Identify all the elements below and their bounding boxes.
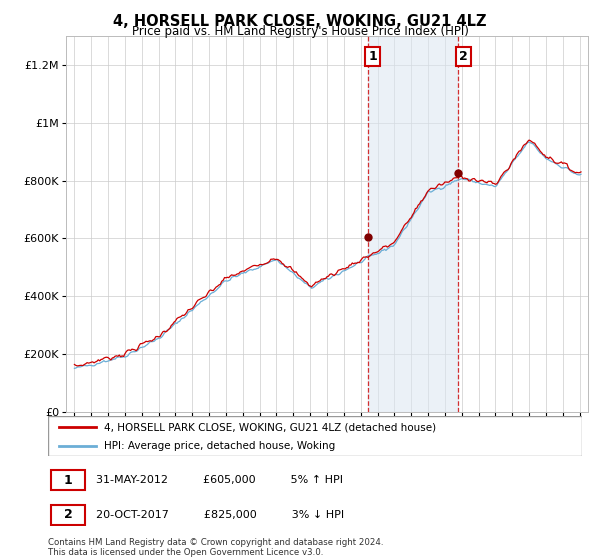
Bar	[50, 505, 85, 525]
Text: 4, HORSELL PARK CLOSE, WOKING, GU21 4LZ: 4, HORSELL PARK CLOSE, WOKING, GU21 4LZ	[113, 14, 487, 29]
Text: 31-MAY-2012          £605,000          5% ↑ HPI: 31-MAY-2012 £605,000 5% ↑ HPI	[96, 475, 343, 485]
Text: HPI: Average price, detached house, Woking: HPI: Average price, detached house, Woki…	[104, 441, 335, 451]
Bar	[368, 36, 458, 412]
Text: 4, HORSELL PARK CLOSE, WOKING, GU21 4LZ (detached house): 4, HORSELL PARK CLOSE, WOKING, GU21 4LZ …	[104, 422, 436, 432]
Text: 20-OCT-2017          £825,000          3% ↓ HPI: 20-OCT-2017 £825,000 3% ↓ HPI	[96, 510, 344, 520]
Text: 1: 1	[64, 474, 73, 487]
Text: 2: 2	[64, 508, 73, 521]
Text: Price paid vs. HM Land Registry's House Price Index (HPI): Price paid vs. HM Land Registry's House …	[131, 25, 469, 38]
Text: Contains HM Land Registry data © Crown copyright and database right 2024.
This d: Contains HM Land Registry data © Crown c…	[48, 538, 383, 557]
Bar	[50, 470, 85, 491]
Text: 2: 2	[459, 50, 467, 63]
Text: 1: 1	[368, 50, 377, 63]
